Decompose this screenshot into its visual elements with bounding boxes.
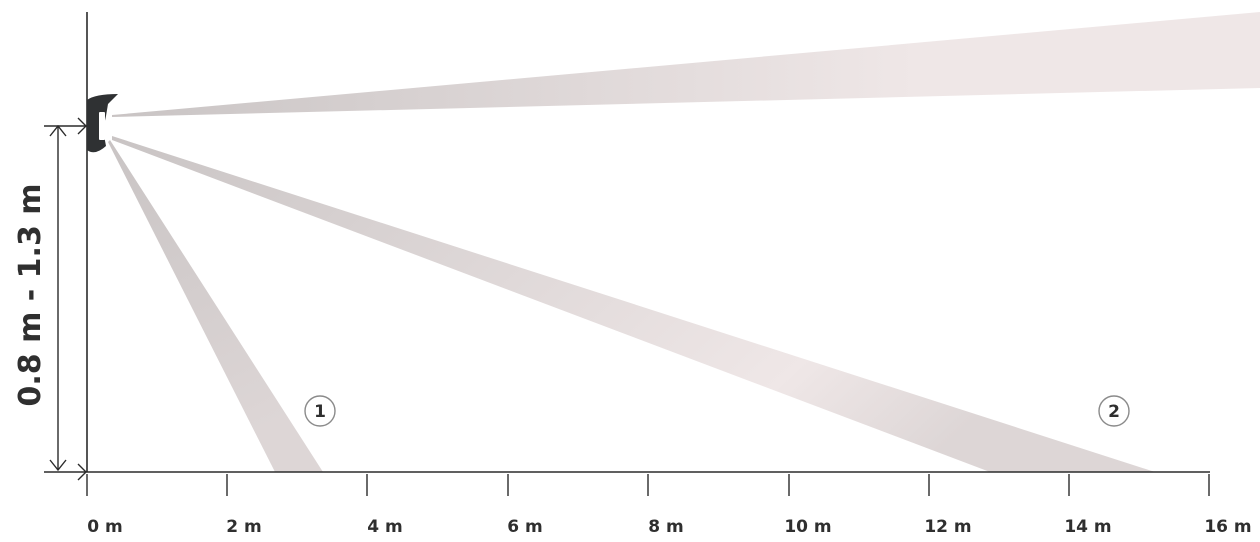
tick-label: 0 m — [87, 517, 122, 537]
svg-text:2: 2 — [1108, 402, 1120, 422]
beam-zone-1 — [108, 140, 323, 472]
height-label: 0.8 m - 1.3 m — [13, 183, 48, 406]
beam-zone-2 — [112, 136, 1155, 472]
tick-label: 10 m — [784, 517, 831, 537]
zone-marker-2: 2 — [1098, 395, 1130, 427]
tick-label: 12 m — [924, 517, 971, 537]
motion-sensor-icon — [87, 94, 118, 153]
height-dimension — [44, 117, 87, 481]
tick-label: 8 m — [648, 517, 683, 537]
tick-label: 14 m — [1064, 517, 1111, 537]
x-axis-ticks — [86, 474, 1210, 496]
x-axis-labels: 0 m 2 m 4 m 6 m 8 m 10 m 12 m 14 m 16 m — [87, 517, 1251, 537]
tick-label: 2 m — [226, 517, 261, 537]
tick-label: 6 m — [507, 517, 542, 537]
tick-label: 4 m — [367, 517, 402, 537]
tick-label: 16 m — [1204, 517, 1251, 537]
zone-marker-1: 1 — [304, 395, 336, 427]
svg-text:1: 1 — [314, 402, 326, 422]
beam-long-range — [112, 12, 1260, 117]
